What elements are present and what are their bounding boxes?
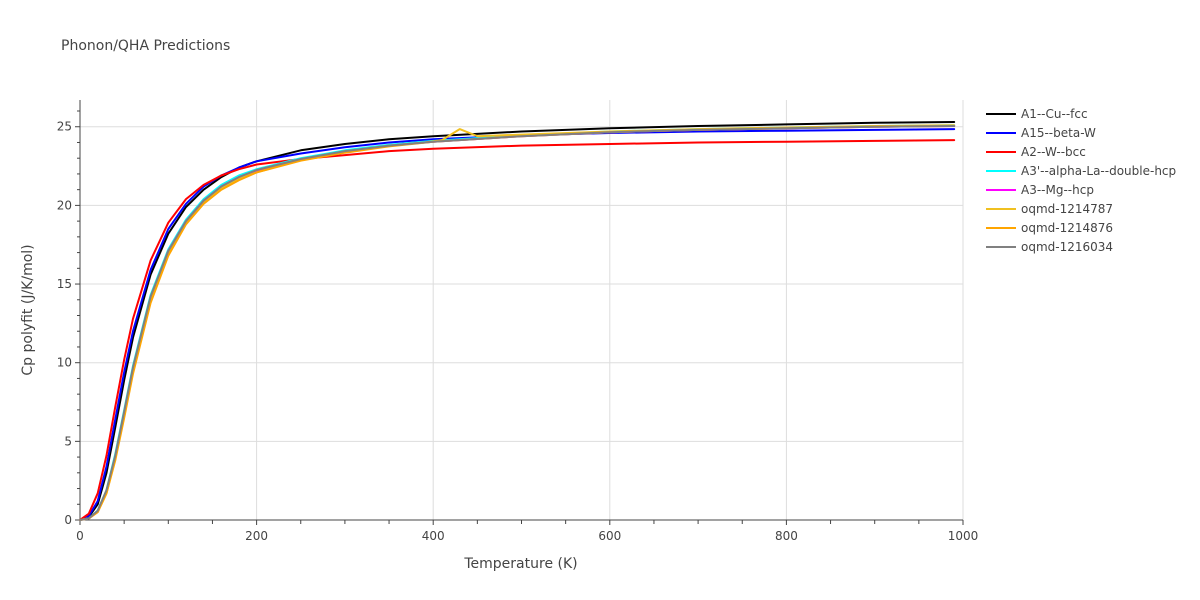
x-tick-label: 1000	[948, 529, 979, 543]
legend-item[interactable]: oqmd-1214787	[986, 202, 1113, 216]
series-line-oqmd-1216034	[79, 125, 956, 521]
y-tick-label: 15	[57, 277, 72, 291]
x-tick-label: 0	[76, 529, 84, 543]
legend-label: oqmd-1216034	[1021, 240, 1113, 254]
legend-label: A2--W--bcc	[1021, 145, 1086, 159]
plot-area	[79, 121, 956, 521]
y-tick-label: 0	[64, 513, 72, 527]
legend-label: A3--Mg--hcp	[1021, 183, 1094, 197]
x-axis-title: Temperature (K)	[463, 556, 577, 572]
legend-label: A1--Cu--fcc	[1021, 107, 1088, 121]
legend-label: oqmd-1214876	[1021, 221, 1113, 235]
x-tick-label: 800	[775, 529, 798, 543]
y-tick-label: 5	[64, 434, 72, 448]
series-line-A2--W--bcc	[79, 139, 956, 521]
axes	[75, 100, 964, 525]
legend-item[interactable]: A1--Cu--fcc	[986, 107, 1088, 121]
legend-item[interactable]: oqmd-1216034	[986, 240, 1113, 254]
legend-label: A3'--alpha-La--double-hcp	[1021, 164, 1176, 178]
chart-title: Phonon/QHA Predictions	[61, 38, 230, 54]
y-tick-label: 25	[57, 120, 72, 134]
legend-label: A15--beta-W	[1021, 126, 1096, 140]
legend-item[interactable]: A2--W--bcc	[986, 145, 1086, 159]
y-tick-label: 10	[57, 356, 72, 370]
x-tick-label: 200	[245, 529, 268, 543]
y-tick-label: 20	[57, 198, 72, 212]
legend-item[interactable]: A15--beta-W	[986, 126, 1096, 140]
legend-item[interactable]: A3'--alpha-La--double-hcp	[986, 164, 1176, 178]
legend-label: oqmd-1214787	[1021, 202, 1113, 216]
legend-item[interactable]: oqmd-1214876	[986, 221, 1113, 235]
x-tick-label: 400	[422, 529, 445, 543]
y-axis-title: Cp polyfit (J/K/mol)	[20, 244, 36, 375]
x-tick-label: 600	[598, 529, 621, 543]
legend-item[interactable]: A3--Mg--hcp	[986, 183, 1094, 197]
ticks: 0 200 400 600 800 1000 0 5 10 15 20 25	[57, 120, 979, 543]
legend[interactable]: A1--Cu--fcc A15--beta-W A2--W--bcc A3'--alp…	[986, 107, 1176, 254]
